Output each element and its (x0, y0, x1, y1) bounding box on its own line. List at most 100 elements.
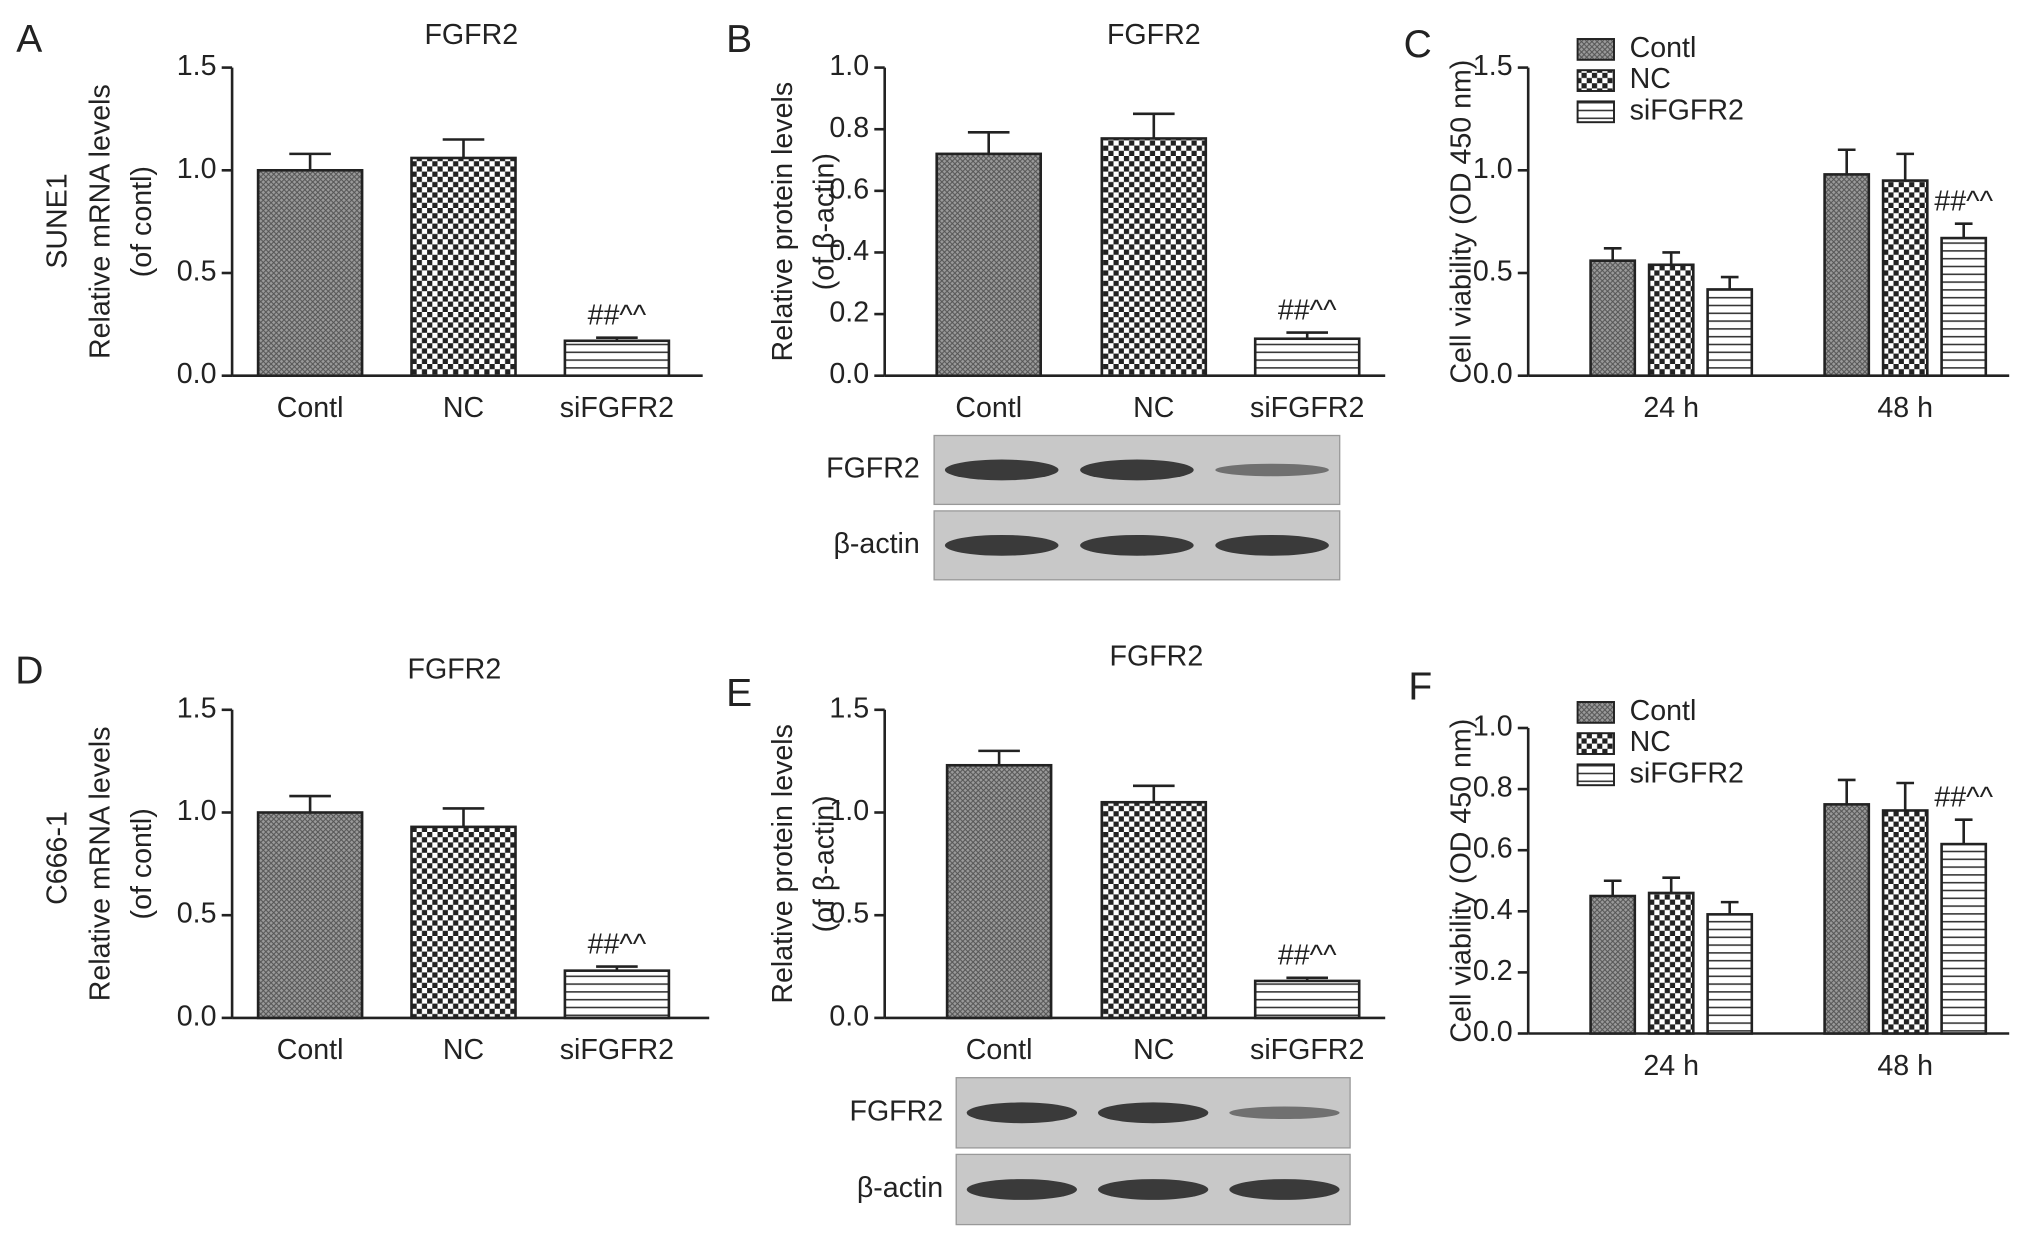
y-axis-label: Relative mRNA levels (85, 84, 117, 359)
y-tick-label: 1.0 (1473, 711, 1513, 743)
blot-band (1080, 534, 1194, 556)
y-tick-label: 1.5 (1473, 50, 1513, 82)
error-bar (1286, 976, 1328, 981)
blot-label: β-actin (857, 1172, 943, 1204)
error-bar (1662, 251, 1681, 265)
bar (256, 811, 364, 1020)
x-tick-label: NC (443, 1034, 484, 1066)
significance-label: ##^^ (588, 928, 647, 960)
error-bar (1603, 247, 1622, 261)
bar (1823, 173, 1871, 377)
bar (1100, 800, 1208, 1020)
bar (1706, 913, 1754, 1035)
blot-band (1098, 1179, 1209, 1200)
blot-label: FGFR2 (826, 452, 920, 484)
bar (563, 969, 671, 1020)
error-bar (1837, 148, 1856, 175)
bar (256, 169, 364, 377)
significance-label: ##^^ (1278, 294, 1337, 326)
y-tick-label: 1.5 (829, 692, 869, 724)
y-tick-label: 1.5 (177, 692, 217, 724)
legend-label: NC (1630, 63, 1671, 95)
x-tick-label: Contl (955, 392, 1022, 424)
y-tick-label: 0.0 (829, 1000, 869, 1032)
blot-band (966, 1179, 1077, 1200)
chart-title: FGFR2 (424, 19, 518, 51)
x-tick-label: NC (1133, 392, 1174, 424)
legend-label: siFGFR2 (1630, 757, 1744, 789)
error-bar (289, 152, 331, 171)
x-tick-label: siFGFR2 (1250, 392, 1364, 424)
x-tick-label: NC (443, 392, 484, 424)
legend-label: Contl (1630, 32, 1697, 64)
bar (1706, 288, 1754, 377)
y-tick-label: 1.0 (829, 795, 869, 827)
blot-band (1080, 459, 1194, 481)
y-tick-label: 1.0 (177, 795, 217, 827)
legend-label: siFGFR2 (1630, 94, 1744, 126)
bar (1823, 803, 1871, 1035)
error-bar (1954, 818, 1973, 845)
significance-label: ##^^ (588, 299, 647, 331)
error-bar (1896, 781, 1915, 811)
bar (1589, 259, 1637, 378)
x-tick-label: 48 h (1877, 1050, 1933, 1082)
blot-band (1098, 1102, 1209, 1124)
error-bar (1603, 879, 1622, 897)
x-tick-label: siFGFR2 (1250, 1034, 1364, 1066)
y-axis-label: Relative mRNA levels (85, 726, 117, 1001)
x-tick-label: Contl (966, 1034, 1033, 1066)
bar (1647, 891, 1695, 1035)
row-label: SUNE1 (42, 173, 74, 268)
panel-label: C (1404, 23, 1432, 66)
legend-swatch (1576, 69, 1615, 92)
y-axis-label: (of contl) (126, 808, 158, 919)
y-tick-label: 0.6 (829, 173, 869, 205)
y-tick-label: 0.0 (829, 358, 869, 390)
error-bar (289, 794, 331, 813)
blot-band (1215, 463, 1329, 477)
row-label: C666-1 (42, 811, 74, 905)
significance-label: ##^^ (1934, 781, 1993, 813)
legend-swatch (1576, 38, 1615, 61)
significance-label: ##^^ (1278, 940, 1337, 972)
y-tick-label: 0.8 (829, 112, 869, 144)
bar (410, 156, 517, 377)
legend-label: Contl (1630, 695, 1697, 727)
x-tick-label: Contl (277, 1034, 344, 1066)
error-bar (978, 749, 1020, 766)
y-axis-label: (of contl) (126, 166, 158, 277)
y-tick-label: 0.5 (177, 256, 217, 288)
bar (1253, 337, 1361, 377)
y-axis-label: Cell viability (OD 450 nm) (1446, 719, 1478, 1043)
legend-label: NC (1630, 726, 1671, 758)
bar (935, 152, 1042, 377)
bar (563, 339, 671, 378)
y-tick-label: 0.0 (177, 358, 217, 390)
legend-swatch (1576, 100, 1615, 124)
x-tick-label: 48 h (1877, 392, 1933, 424)
bar (1647, 263, 1695, 377)
bar (410, 825, 517, 1020)
chart-title: FGFR2 (1107, 19, 1201, 51)
y-tick-label: 0.2 (1473, 955, 1513, 987)
bar (1100, 137, 1208, 378)
y-axis-label: Relative protein levels (767, 82, 799, 362)
blot-label: β-actin (833, 528, 919, 560)
y-tick-label: 0.5 (829, 898, 869, 930)
x-tick-label: Contl (277, 392, 344, 424)
x-tick-label: NC (1133, 1034, 1174, 1066)
panel-label: F (1408, 665, 1432, 708)
chart-title: FGFR2 (408, 653, 502, 685)
bar (1881, 809, 1929, 1035)
blot-band (944, 534, 1059, 556)
bar (1940, 842, 1988, 1035)
significance-label: ##^^ (1934, 185, 1993, 217)
error-bar (1896, 152, 1915, 181)
x-tick-label: siFGFR2 (560, 1034, 674, 1066)
y-tick-label: 0.0 (1473, 1016, 1513, 1048)
x-tick-label: 24 h (1643, 392, 1699, 424)
panel-label: B (726, 18, 752, 61)
legend-swatch (1576, 701, 1615, 724)
